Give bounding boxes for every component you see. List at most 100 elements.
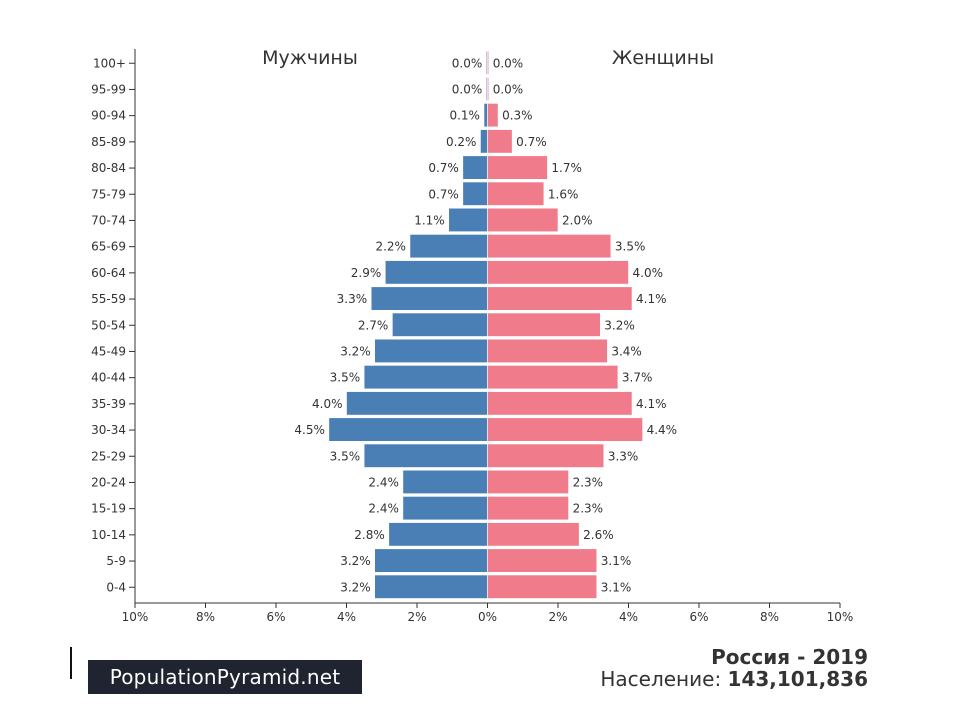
male-bar bbox=[374, 338, 488, 364]
female-value-label: 2.6% bbox=[583, 528, 614, 542]
age-group-label: 55-59 bbox=[91, 292, 126, 306]
age-group-label: 80-84 bbox=[91, 161, 126, 175]
male-bar bbox=[363, 365, 488, 390]
male-bar bbox=[462, 181, 488, 206]
male-bar bbox=[480, 129, 488, 154]
female-value-label: 3.5% bbox=[615, 240, 646, 254]
age-group-label: 75-79 bbox=[91, 187, 126, 201]
x-tick-label: 2% bbox=[407, 610, 426, 624]
population-label: Население: bbox=[600, 667, 722, 691]
age-group-label: 70-74 bbox=[91, 213, 126, 227]
age-group-label: 50-54 bbox=[91, 318, 126, 332]
male-bar bbox=[388, 522, 488, 547]
female-value-label: 3.1% bbox=[601, 580, 632, 594]
male-bar bbox=[384, 260, 488, 285]
female-bar bbox=[487, 76, 490, 101]
age-group-label: 30-34 bbox=[91, 423, 126, 437]
legend-male: Мужчины bbox=[262, 47, 358, 69]
male-value-label: 2.9% bbox=[351, 266, 382, 280]
female-bar bbox=[487, 312, 601, 337]
female-bar bbox=[487, 574, 598, 599]
male-bar bbox=[409, 234, 488, 259]
female-bar bbox=[487, 103, 499, 128]
female-bar bbox=[487, 50, 490, 75]
male-bar bbox=[402, 496, 488, 521]
male-value-label: 0.7% bbox=[428, 161, 459, 175]
female-bar bbox=[487, 365, 619, 390]
male-value-label: 2.7% bbox=[358, 318, 389, 332]
age-group-label: 45-49 bbox=[91, 344, 126, 358]
female-bar bbox=[487, 155, 548, 180]
male-value-label: 0.0% bbox=[452, 82, 483, 96]
age-group-label: 0-4 bbox=[106, 580, 126, 594]
female-value-label: 2.0% bbox=[562, 213, 593, 227]
age-group-label: 85-89 bbox=[91, 135, 126, 149]
left-edge-divider bbox=[70, 647, 72, 679]
female-bar bbox=[487, 522, 580, 547]
male-bar bbox=[346, 391, 488, 416]
male-value-label: 3.5% bbox=[330, 449, 361, 463]
male-bar bbox=[462, 155, 488, 180]
female-bar bbox=[487, 548, 598, 573]
age-group-label: 100+ bbox=[93, 56, 126, 70]
x-tick-label: 10% bbox=[122, 610, 149, 624]
male-bar bbox=[374, 574, 488, 599]
male-value-label: 0.2% bbox=[446, 135, 477, 149]
male-value-label: 3.2% bbox=[340, 580, 371, 594]
female-value-label: 2.3% bbox=[573, 502, 604, 516]
male-value-label: 4.5% bbox=[294, 423, 325, 437]
x-tick-label: 4% bbox=[337, 610, 356, 624]
female-value-label: 4.1% bbox=[636, 397, 667, 411]
age-group-label: 35-39 bbox=[91, 397, 126, 411]
x-tick-label: 4% bbox=[619, 610, 638, 624]
male-bar bbox=[374, 548, 488, 573]
female-value-label: 3.1% bbox=[601, 554, 632, 568]
female-bar bbox=[487, 391, 633, 416]
age-group-label: 60-64 bbox=[91, 266, 126, 280]
population-value: 143,101,836 bbox=[727, 667, 868, 691]
female-bar bbox=[487, 234, 612, 259]
female-bar bbox=[487, 338, 608, 364]
x-tick-label: 6% bbox=[266, 610, 285, 624]
male-value-label: 2.4% bbox=[368, 475, 399, 489]
male-value-label: 3.5% bbox=[330, 371, 361, 385]
female-bar bbox=[487, 207, 559, 232]
female-value-label: 4.0% bbox=[633, 266, 664, 280]
age-group-label: 40-44 bbox=[91, 371, 126, 385]
male-value-label: 0.7% bbox=[428, 187, 459, 201]
age-group-label: 90-94 bbox=[91, 109, 126, 123]
male-bar bbox=[370, 286, 488, 311]
population-readout: Население: 143,101,836 bbox=[600, 667, 868, 691]
x-tick-label: 10% bbox=[827, 610, 854, 624]
female-value-label: 3.7% bbox=[622, 371, 653, 385]
male-value-label: 3.2% bbox=[340, 344, 371, 358]
male-bar bbox=[483, 103, 488, 128]
age-group-label: 5-9 bbox=[106, 554, 126, 568]
female-value-label: 3.3% bbox=[608, 449, 639, 463]
brand-label: PopulationPyramid.net bbox=[109, 665, 341, 689]
brand-badge[interactable]: PopulationPyramid.net bbox=[88, 660, 362, 694]
age-group-label: 25-29 bbox=[91, 449, 126, 463]
female-value-label: 3.4% bbox=[611, 344, 642, 358]
male-bar bbox=[363, 443, 488, 468]
female-value-label: 3.2% bbox=[604, 318, 635, 332]
male-value-label: 3.2% bbox=[340, 554, 371, 568]
age-group-label: 20-24 bbox=[91, 475, 126, 489]
x-tick-label: 0% bbox=[478, 610, 497, 624]
female-bar bbox=[487, 286, 633, 311]
female-bar bbox=[487, 417, 643, 442]
female-value-label: 4.1% bbox=[636, 292, 667, 306]
male-bar bbox=[448, 207, 488, 232]
female-value-label: 1.6% bbox=[548, 187, 579, 201]
female-bar bbox=[487, 181, 545, 206]
female-value-label: 0.0% bbox=[493, 56, 524, 70]
female-bar bbox=[487, 260, 629, 285]
male-value-label: 0.1% bbox=[449, 109, 480, 123]
male-value-label: 2.4% bbox=[368, 502, 399, 516]
x-tick-label: 2% bbox=[548, 610, 567, 624]
legend-female: Женщины bbox=[612, 47, 714, 69]
male-value-label: 4.0% bbox=[312, 397, 343, 411]
x-tick-label: 8% bbox=[196, 610, 215, 624]
male-bar bbox=[392, 312, 488, 337]
